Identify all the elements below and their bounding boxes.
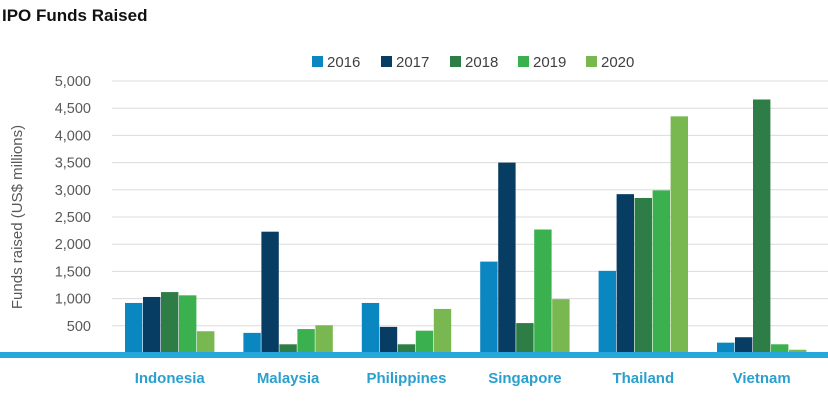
y-tick-label: 2,500 [55,210,91,226]
bar-malaysia-2016 [243,332,261,353]
bar-singapore-2020 [552,299,570,353]
bar-thailand-2017 [616,194,634,353]
legend-item: 2019 [518,54,566,71]
x-tick-label: Vietnam [733,370,791,387]
y-tick-label: 3,500 [55,156,91,172]
bar-indonesia-2020 [197,331,215,353]
y-tick-label: 1,500 [55,264,91,280]
x-tick-label: Philippines [366,370,446,387]
bar-indonesia-2016 [125,302,143,353]
bar-thailand-2018 [634,197,652,353]
bar-thailand-2020 [670,116,688,353]
bar-vietnam-2016 [717,342,735,353]
bar-vietnam-2018 [753,99,771,353]
bars [125,99,807,353]
bar-indonesia-2018 [161,292,179,353]
bar-indonesia-2019 [179,295,197,353]
y-tick-label: 4,500 [55,101,91,117]
bar-malaysia-2019 [297,329,315,353]
bar-vietnam-2019 [771,344,789,353]
bar-singapore-2017 [498,162,516,353]
bar-vietnam-2020 [789,349,807,353]
bar-vietnam-2017 [735,337,753,353]
bar-philippines-2020 [433,308,452,353]
bar-philippines-2018 [397,344,416,353]
y-axis-label: Funds raised (US$ millions) [9,125,26,309]
bar-malaysia-2017 [261,231,279,353]
bar-thailand-2016 [598,270,616,353]
legend-swatch [518,56,529,67]
bar-malaysia-2020 [315,325,333,353]
bar-philippines-2019 [415,330,434,353]
bar-philippines-2017 [379,326,398,353]
legend-item: 2016 [312,54,360,71]
bar-singapore-2019 [534,229,552,353]
bar-thailand-2019 [652,190,670,353]
x-tick-label: Singapore [488,370,561,387]
legend-item: 2018 [450,54,498,71]
bar-singapore-2018 [516,323,534,353]
y-tick-label: 3,000 [55,183,91,199]
bar-malaysia-2018 [279,344,297,353]
chart-title: IPO Funds Raised [2,6,148,25]
legend-swatch [312,56,323,67]
legend-label: 2017 [396,54,429,71]
legend-item: 2020 [586,54,634,71]
legend-label: 2020 [601,54,634,71]
legend-label: 2016 [327,54,360,71]
y-tick-label: 500 [67,319,91,335]
legend-swatch [450,56,461,67]
gridlines [112,80,828,327]
bar-singapore-2016 [480,261,498,353]
y-axis-ticks: 500 1,000 1,500 2,000 2,500 3,000 3,500 4,000 4,… [55,74,91,335]
x-tick-label: Indonesia [135,370,206,387]
y-tick-label: 5,000 [55,74,91,90]
bar-philippines-2016 [361,302,380,353]
y-tick-label: 4,000 [55,128,91,144]
legend-swatch [381,56,392,67]
bar-indonesia-2017 [143,296,161,353]
x-tick-label: Thailand [612,370,674,387]
legend-label: 2018 [465,54,498,71]
x-axis: Indonesia Malaysia Philippines Singapore Tha… [0,352,828,387]
legend-item: 2017 [381,54,429,71]
legend-label: 2019 [533,54,566,71]
y-tick-label: 2,000 [55,237,91,253]
x-tick-label: Malaysia [257,370,320,387]
legend-swatch [586,56,597,67]
x-axis-line [0,352,828,358]
legend: 2016 2017 2018 2019 2020 [312,54,634,71]
y-tick-label: 1,000 [55,292,91,308]
